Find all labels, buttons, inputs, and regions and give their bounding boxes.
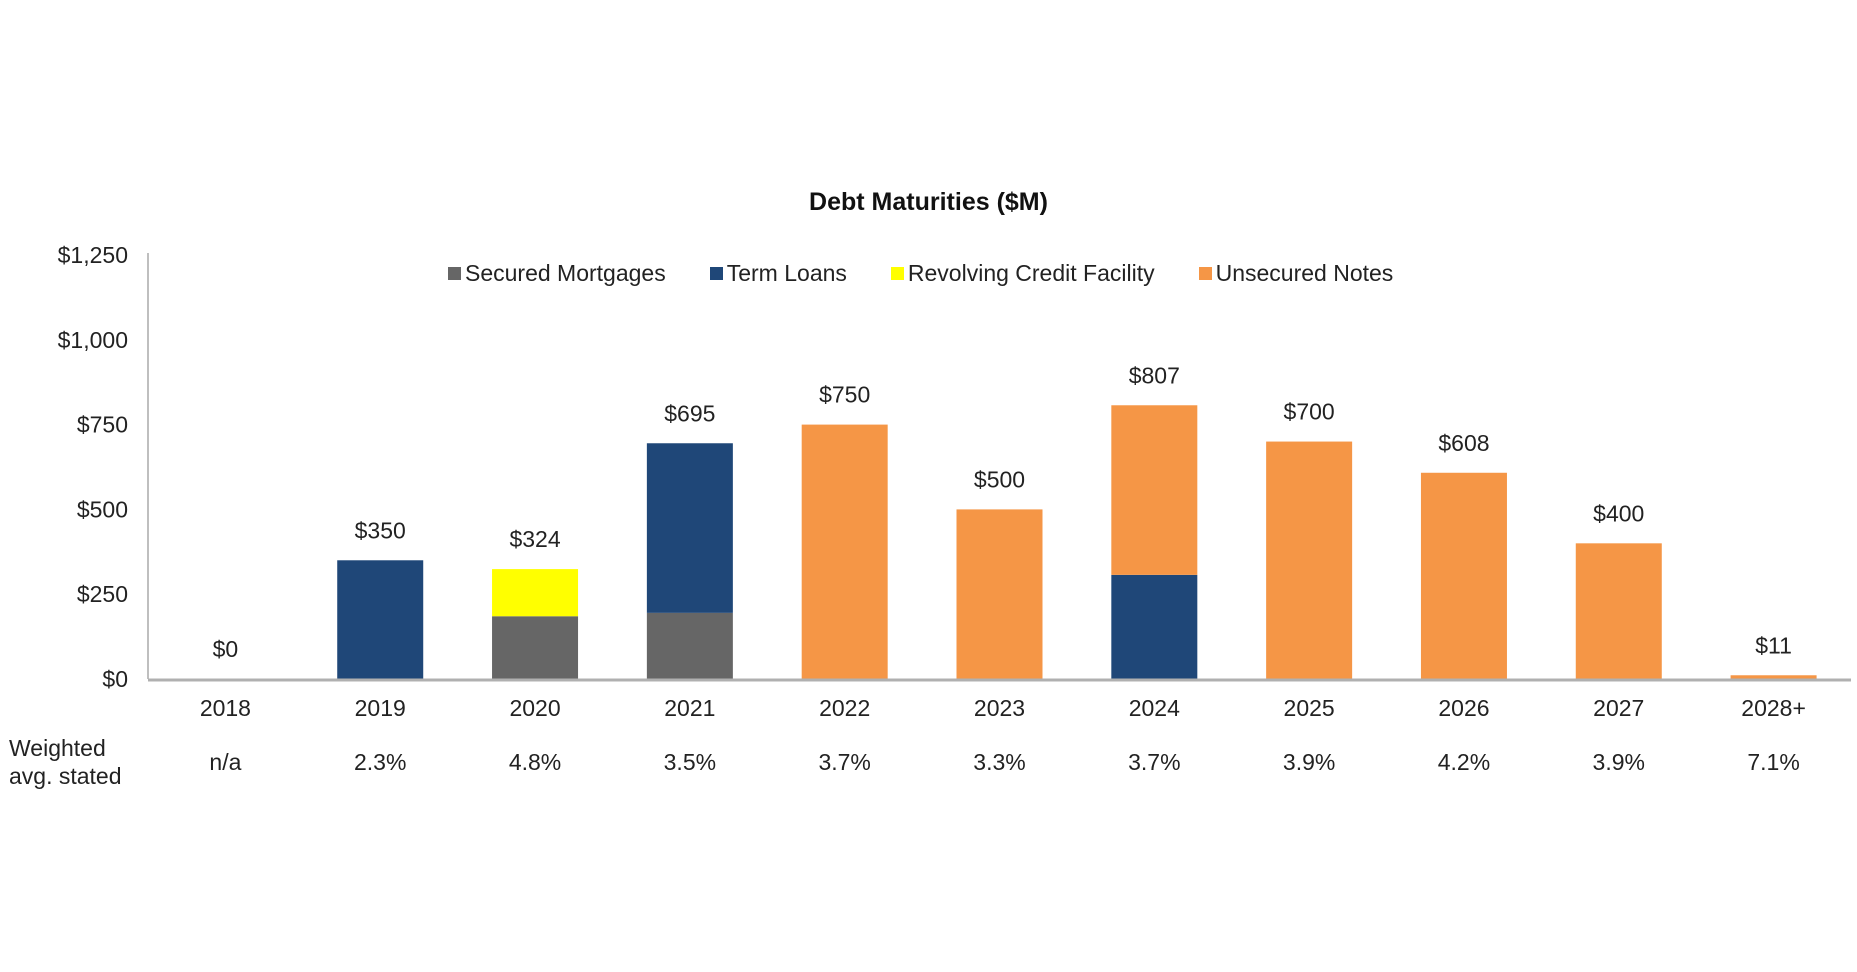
- rate-value: 3.7%: [1128, 749, 1180, 775]
- bar-segment-term-loans: [337, 560, 424, 679]
- bar-segment-term-loans: [1111, 574, 1198, 679]
- y-tick-label: $0: [102, 666, 128, 692]
- weighted-avg-label: Weighted avg. stated: [9, 734, 122, 790]
- rate-value: 3.3%: [973, 749, 1025, 775]
- total-label: $807: [1129, 362, 1180, 388]
- bar-segment-unsecured-notes: [1730, 675, 1817, 679]
- total-label: $350: [355, 517, 406, 543]
- x-tick-label: 2024: [1129, 695, 1180, 721]
- bar-segment-unsecured-notes: [1111, 405, 1198, 575]
- x-tick-label: 2027: [1593, 695, 1644, 721]
- rate-value: 2.3%: [354, 749, 406, 775]
- y-tick-label: $500: [77, 496, 128, 522]
- total-label: $400: [1593, 500, 1644, 526]
- rate-value: n/a: [209, 749, 241, 775]
- total-label: $324: [509, 526, 560, 552]
- total-label: $700: [1284, 399, 1335, 425]
- rate-value: 3.9%: [1283, 749, 1335, 775]
- legend-swatch: [709, 267, 723, 280]
- y-tick-label: $1,000: [58, 327, 128, 353]
- legend-item: Secured Mortgages: [448, 260, 666, 287]
- rate-value: 4.2%: [1438, 749, 1490, 775]
- total-label: $608: [1438, 430, 1489, 456]
- total-label: $500: [974, 466, 1025, 492]
- bar-segment-secured-mortgages: [646, 612, 733, 679]
- total-label: $750: [819, 382, 870, 408]
- total-label: $0: [213, 636, 239, 662]
- y-tick-label: $750: [77, 412, 128, 438]
- x-tick-label: 2020: [509, 695, 560, 721]
- bar-segment-secured-mortgages: [492, 616, 579, 679]
- x-tick-label: 2019: [355, 695, 406, 721]
- rate-value: 4.8%: [509, 749, 561, 775]
- total-label: $695: [664, 400, 715, 426]
- weighted-avg-label-line1: Weighted: [9, 735, 106, 761]
- legend-item: Term Loans: [709, 260, 847, 287]
- rate-value: 3.5%: [664, 749, 716, 775]
- x-tick-label: 2025: [1284, 695, 1335, 721]
- bar-segment-unsecured-notes: [1266, 441, 1353, 679]
- y-tick-label: $1,250: [58, 242, 128, 268]
- legend: Secured Mortgages Term Loans Revolving Cre…: [448, 260, 1393, 287]
- legend-label: Term Loans: [726, 260, 847, 286]
- total-label: $11: [1755, 632, 1792, 658]
- legend-swatch: [448, 267, 461, 280]
- legend-label: Secured Mortgages: [465, 260, 666, 286]
- legend-swatch: [1198, 267, 1212, 280]
- bar-segment-unsecured-notes: [801, 424, 888, 679]
- legend-swatch: [890, 267, 904, 280]
- x-tick-label: 2021: [664, 695, 715, 721]
- weighted-avg-label-line2: avg. stated: [9, 763, 122, 789]
- bar-segment-unsecured-notes: [956, 509, 1043, 679]
- rate-value: 3.9%: [1593, 749, 1645, 775]
- y-tick-label: $250: [77, 581, 128, 607]
- bar-segment-unsecured-notes: [1575, 543, 1662, 679]
- rate-value: 7.1%: [1747, 749, 1799, 775]
- x-tick-label: 2028+: [1741, 695, 1806, 721]
- chart-title: Debt Maturities ($M): [809, 188, 1048, 216]
- x-tick-label: 2026: [1438, 695, 1489, 721]
- bar-segment-term-loans: [646, 443, 733, 613]
- x-tick-label: 2022: [819, 695, 870, 721]
- legend-item: Revolving Credit Facility: [890, 260, 1155, 287]
- bar-segment-revolving-credit-facility: [492, 569, 579, 617]
- bar-segment-unsecured-notes: [1420, 472, 1507, 679]
- x-tick-label: 2018: [200, 695, 251, 721]
- legend-item: Unsecured Notes: [1198, 260, 1394, 287]
- x-tick-label: 2023: [974, 695, 1025, 721]
- rate-value: 3.7%: [818, 749, 870, 775]
- legend-label: Unsecured Notes: [1215, 260, 1394, 286]
- legend-label: Revolving Credit Facility: [907, 260, 1155, 286]
